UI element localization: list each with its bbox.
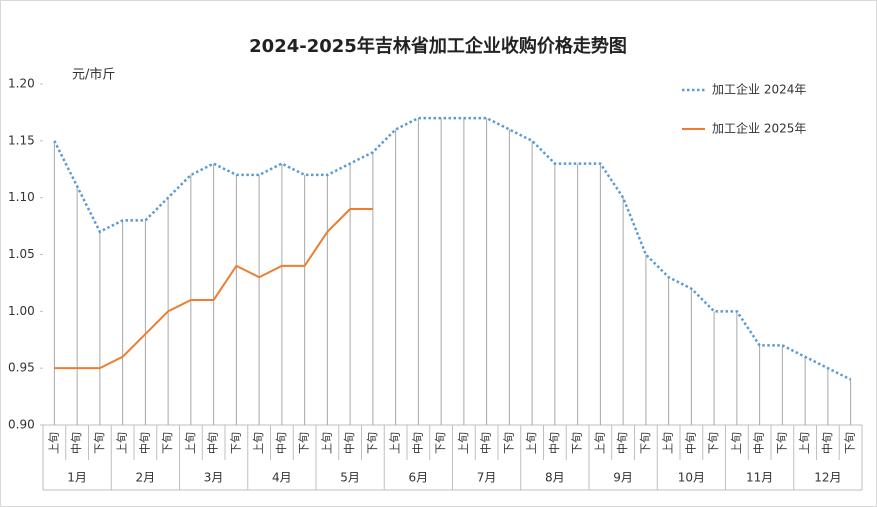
x-tick-label: 下旬 [298,432,311,454]
x-tick-label: 上旬 [525,432,538,454]
x-tick-label: 下旬 [434,432,447,454]
group-label: 11月 [746,471,773,485]
x-tick-label: 上旬 [184,432,197,454]
group-label: 12月 [814,471,841,485]
x-tick-label: 下旬 [161,432,174,454]
x-tick-label: 下旬 [229,432,242,454]
group-label: 1月 [67,471,87,485]
x-tick-label: 中旬 [343,432,356,454]
x-tick-label: 上旬 [320,432,333,454]
group-label: 10月 [678,471,705,485]
group-label: 4月 [272,471,292,485]
y-tick-label: 1.20 [8,77,35,91]
x-tick-label: 上旬 [798,432,811,454]
x-tick-label: 下旬 [502,432,515,454]
x-tick-label: 中旬 [480,432,493,454]
x-tick-label: 上旬 [389,432,402,454]
series-line [54,208,373,370]
legend-label: 加工企业 2024年 [712,82,806,97]
x-tick-label: 中旬 [138,432,151,454]
y-axis-label: 元/市斤 [72,67,115,83]
x-tick-label: 下旬 [844,432,857,454]
x-tick-label: 中旬 [207,432,220,454]
x-tick-label: 上旬 [252,432,265,454]
x-tick-label: 中旬 [70,432,83,454]
x-tick-label: 中旬 [548,432,561,454]
group-label: 8月 [545,471,565,485]
x-tick-label: 下旬 [93,432,106,454]
group-label: 3月 [204,471,224,485]
group-label: 6月 [409,471,429,485]
group-label: 5月 [340,471,360,485]
x-tick-label: 中旬 [616,432,629,454]
y-tick-label: 1.05 [8,247,35,261]
x-tick-label: 下旬 [366,432,379,454]
x-tick-label: 下旬 [571,432,584,454]
x-tick-label: 上旬 [457,432,470,454]
legend-label: 加工企业 2025年 [712,121,806,136]
y-tick-label: 1.10 [8,190,35,204]
x-tick-label: 中旬 [275,432,288,454]
x-tick-label: 下旬 [639,432,652,454]
x-tick-label: 上旬 [116,432,129,454]
x-tick-label: 上旬 [662,432,675,454]
x-tick-label: 上旬 [730,432,743,454]
x-tick-label: 下旬 [775,432,788,454]
x-tick-label: 上旬 [47,432,60,454]
y-tick-label: 0.95 [8,361,35,375]
chart-title: 2024-2025年吉林省加工企业收购价格走势图 [249,35,627,57]
group-label: 9月 [613,471,633,485]
x-tick-label: 中旬 [684,432,697,454]
series-line [53,116,852,381]
group-label: 2月 [136,471,156,485]
x-tick-label: 中旬 [753,432,766,454]
y-tick-label: 0.90 [8,418,35,432]
x-tick-label: 上旬 [593,432,606,454]
x-tick-label: 中旬 [411,432,424,454]
y-tick-label: 1.00 [8,304,35,318]
y-tick-label: 1.15 [8,133,35,147]
x-tick-label: 中旬 [821,432,834,454]
x-tick-label: 下旬 [707,432,720,454]
group-label: 7月 [477,471,497,485]
